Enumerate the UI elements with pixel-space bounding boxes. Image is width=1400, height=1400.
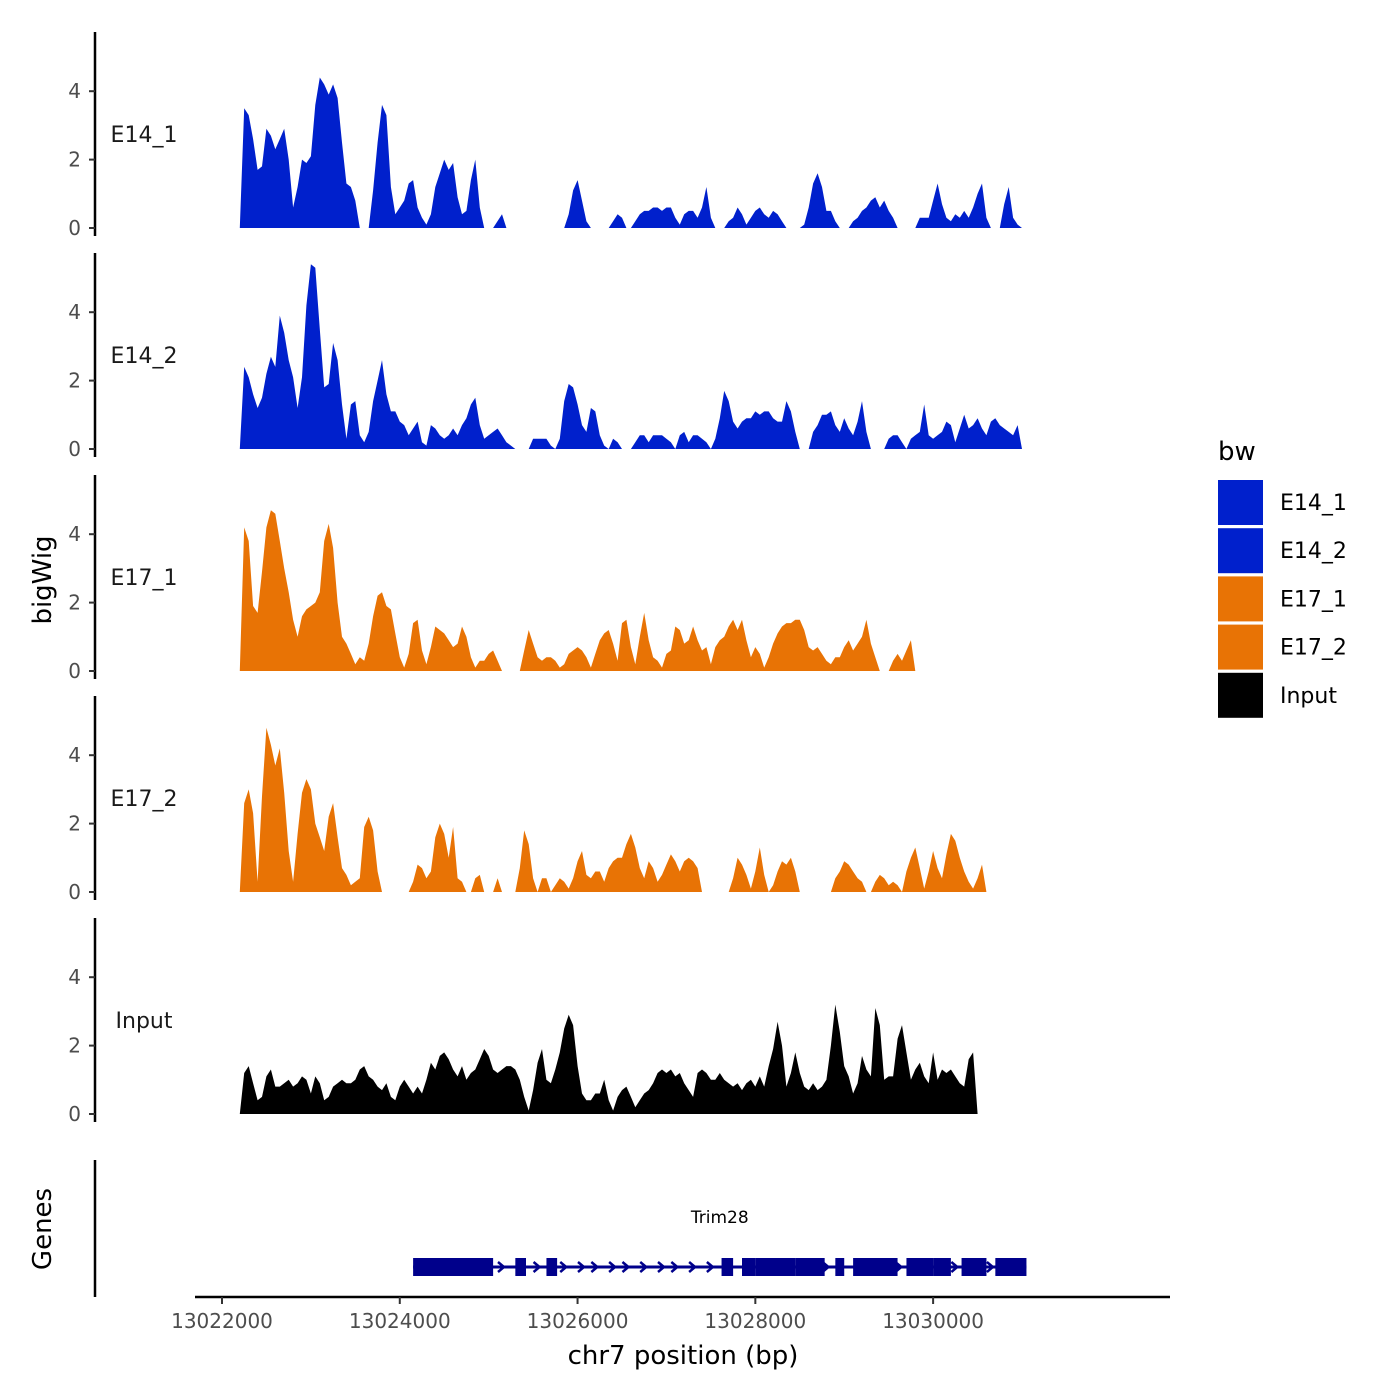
track-e17-1: 0 2 4 E17_1 <box>68 475 916 683</box>
x-tick-label: 13024000 <box>349 1309 451 1333</box>
strand-arrow <box>621 1261 631 1273</box>
gene-exon <box>755 1258 796 1276</box>
legend-key-input <box>1218 672 1263 718</box>
gene-exon <box>961 1258 987 1276</box>
gene-exon <box>721 1258 734 1276</box>
y-tick-label: 2 <box>68 812 81 836</box>
y-tick-label: 0 <box>68 437 81 461</box>
y-tick-label: 0 <box>68 1102 81 1126</box>
gene-exon <box>995 1258 1027 1276</box>
gene-exon <box>515 1258 526 1276</box>
legend-key-e17-1 <box>1218 576 1263 622</box>
track-label: Input <box>116 1009 173 1034</box>
y-tick-label: 2 <box>68 369 81 393</box>
x-axis-title: chr7 position (bp) <box>568 1341 799 1371</box>
strand-arrow <box>532 1261 542 1273</box>
y-tick-label: 4 <box>68 965 81 989</box>
strand-arrow <box>950 1261 960 1273</box>
signal-area-e17-1 <box>239 510 916 671</box>
gene-exon <box>742 1258 756 1276</box>
track-e17-2: 0 2 4 E17_2 <box>68 696 987 904</box>
y-tick-label: 2 <box>68 591 81 615</box>
legend-title: bw <box>1218 437 1256 467</box>
y-tick-label: 4 <box>68 79 81 103</box>
x-tick-label: 13030000 <box>882 1309 984 1333</box>
legend-key-e17-2 <box>1218 624 1263 670</box>
signal-area-e14-2 <box>239 264 1023 449</box>
legend-key-e14-1 <box>1218 480 1263 525</box>
y-tick-label: 4 <box>68 743 81 767</box>
track-label: E17_1 <box>111 566 178 591</box>
signal-area-input <box>239 1004 978 1114</box>
track-label: E14_1 <box>111 123 178 148</box>
y-tick-label: 0 <box>68 659 81 683</box>
gene-exon <box>795 1258 825 1276</box>
gene-exon <box>413 1258 494 1276</box>
strand-arrow <box>608 1261 618 1273</box>
gene-exon <box>933 1258 951 1276</box>
gene-exon <box>546 1258 558 1276</box>
x-tick-label: 13022000 <box>171 1309 273 1333</box>
track-input: 0 2 4 Input <box>68 918 978 1126</box>
track-label: E14_2 <box>111 344 178 369</box>
legend-label: E17_2 <box>1280 636 1347 661</box>
track-label: E17_2 <box>111 787 178 812</box>
strand-arrow <box>670 1261 680 1273</box>
legend-label: E17_1 <box>1280 587 1347 612</box>
strand-arrow <box>559 1261 569 1273</box>
track-e14-2: 0 2 4 E14_2 <box>68 253 1023 461</box>
legend-key-e14-2 <box>1218 528 1263 574</box>
strand-arrow <box>657 1261 666 1273</box>
strand-arrow <box>497 1261 506 1273</box>
strand-arrow <box>577 1261 586 1273</box>
legend: bw E14_1 E14_2 E17_1 E17_2 Input <box>1218 437 1347 718</box>
y-tick-label: 0 <box>68 216 81 240</box>
y-axis-title: bigWig <box>28 535 58 624</box>
strand-arrow <box>706 1261 715 1273</box>
strand-arrow <box>590 1261 600 1273</box>
gene-exon <box>853 1258 898 1276</box>
legend-label: Input <box>1280 684 1337 709</box>
x-tick-label: 13026000 <box>527 1309 629 1333</box>
y-tick-label: 4 <box>68 522 81 546</box>
track-e14-1: 0 2 4 E14_1 <box>68 32 1023 240</box>
x-axis: 13022000 13024000 13026000 13028000 13030000 <box>171 1295 1170 1333</box>
y-tick-label: 2 <box>68 148 81 172</box>
strand-arrow <box>986 1261 995 1273</box>
strand-arrow <box>639 1261 649 1273</box>
legend-label: E14_1 <box>1280 491 1347 516</box>
genes-panel: Genes Trim28 <box>28 1160 1027 1297</box>
tracks-group: 0 2 4 E14_1 0 2 4 E14_2 0 2 4 E17_1 0 2 4 E17_2 0 2 4 Input <box>68 32 1023 1126</box>
gene-exon <box>835 1258 845 1276</box>
signal-area-e17-2 <box>239 727 987 892</box>
y-tick-label: 4 <box>68 300 81 324</box>
x-tick-label: 13028000 <box>704 1309 806 1333</box>
signal-area-e14-1 <box>239 77 1023 228</box>
genes-panel-title: Genes <box>28 1188 58 1270</box>
gene-name-label: Trim28 <box>690 1208 749 1228</box>
y-tick-label: 0 <box>68 880 81 904</box>
legend-label: E14_2 <box>1280 539 1347 564</box>
y-tick-label: 2 <box>68 1034 81 1058</box>
gene-exon <box>906 1258 934 1276</box>
strand-arrow <box>688 1261 698 1273</box>
